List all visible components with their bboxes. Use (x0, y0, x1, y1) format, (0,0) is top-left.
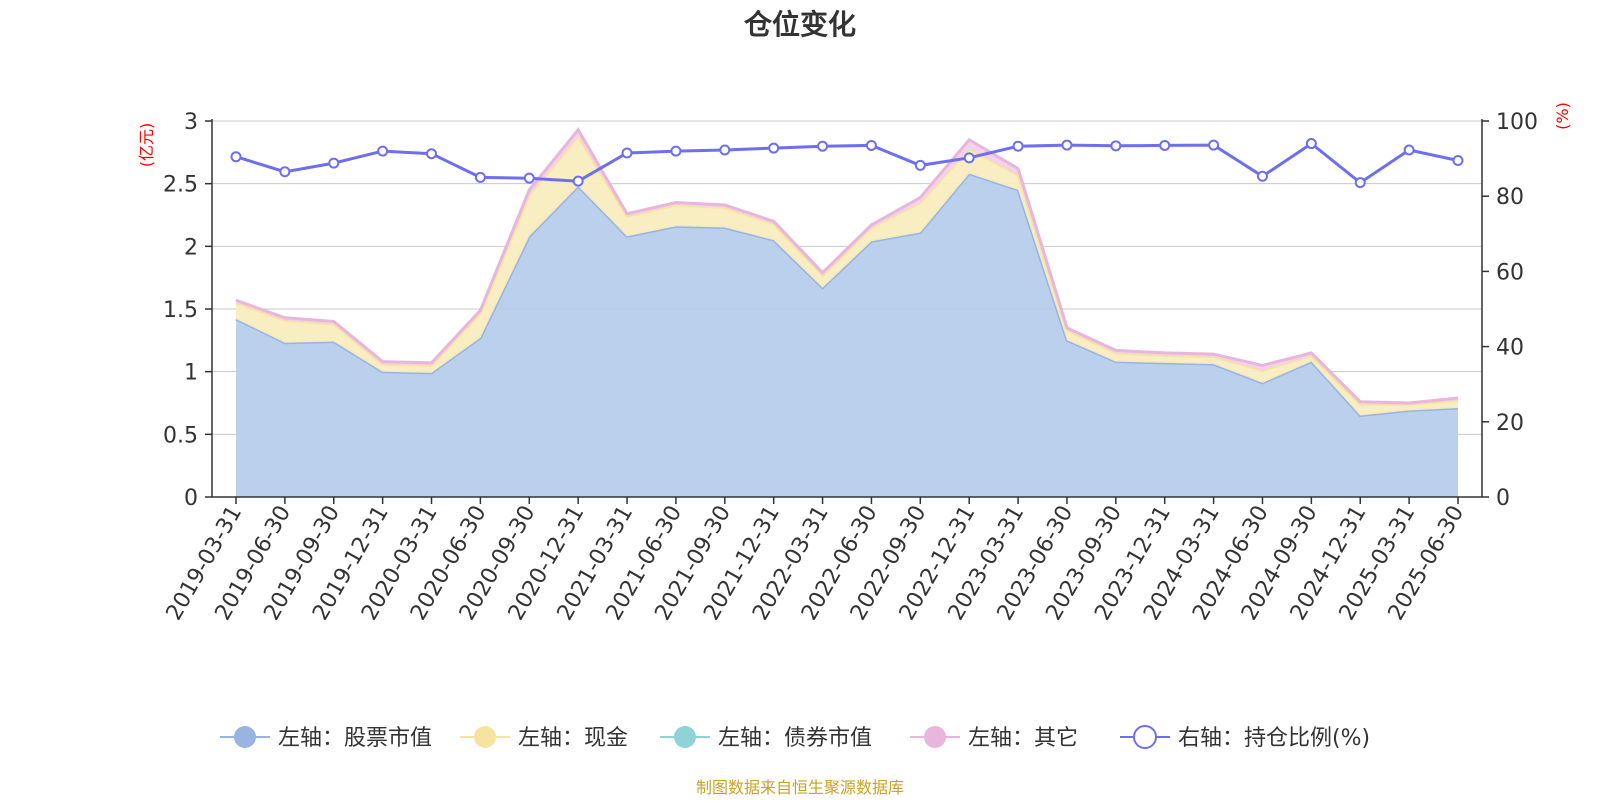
legend: 左轴：股票市值 左轴：现金 左轴：债券市值 左轴：其它 右轴：持仓比例(%) (220, 725, 1370, 751)
ratio-point (572, 175, 584, 187)
legend-marker-icon (474, 726, 496, 748)
ratio-point (1305, 138, 1317, 150)
ratio-point (523, 172, 535, 184)
left-tick-label: 2 (184, 235, 198, 260)
right-axis-unit: (%) (1553, 102, 1572, 130)
legend-item: 左轴：其它 (910, 726, 1078, 751)
legend-item: 左轴：现金 (460, 726, 628, 751)
ratio-point (865, 139, 877, 151)
area-左轴：现金 (236, 136, 1458, 416)
right-tick-label: 40 (1496, 336, 1524, 361)
left-axis-unit: (亿元) (137, 123, 156, 168)
legend-item: 左轴：股票市值 (220, 726, 432, 751)
ratio-point (621, 147, 633, 159)
right-tick-label: 100 (1496, 110, 1538, 135)
ratio-point (426, 148, 438, 160)
left-tick-label: 1.5 (163, 298, 198, 323)
ratio-point (377, 145, 389, 157)
ratio-point (1452, 154, 1464, 166)
legend-label: 左轴：现金 (518, 726, 628, 751)
ratio-point (1012, 140, 1024, 152)
ratio-point (279, 166, 291, 178)
ratio-point (1061, 139, 1073, 151)
left-tick-label: 2.5 (163, 173, 198, 198)
right-tick-label: 80 (1496, 185, 1524, 210)
ratio-point (328, 157, 340, 169)
area-edge-左轴：其它 (235, 127, 1459, 405)
ratio-point (719, 144, 731, 156)
ratio-point (768, 142, 780, 154)
right-tick-label: 60 (1496, 260, 1524, 285)
legend-label: 右轴：持仓比例(%) (1178, 726, 1370, 751)
right-tick-label: 20 (1496, 411, 1524, 436)
source-note: 制图数据来自恒生聚源数据库 (696, 778, 904, 797)
ratio-point (230, 151, 242, 163)
right-tick-label: 0 (1496, 486, 1510, 511)
ratio-point (963, 152, 975, 164)
area-左轴：股票市值 (236, 173, 1458, 497)
ratio-point (670, 145, 682, 157)
left-tick-label: 0 (184, 486, 198, 511)
ratio-line (230, 138, 1464, 189)
ratio-line-path (235, 141, 1459, 185)
ratio-point (1354, 177, 1366, 189)
legend-label: 左轴：股票市值 (278, 726, 432, 751)
ratio-point (1403, 144, 1415, 156)
ratio-point (914, 159, 926, 171)
left-tick-label: 1 (184, 361, 198, 386)
legend-item: 右轴：持仓比例(%) (1120, 725, 1370, 751)
legend-marker-icon (1133, 725, 1157, 749)
legend-marker-icon (234, 726, 256, 748)
ratio-point (817, 140, 829, 152)
left-tick-label: 0.5 (163, 423, 198, 448)
ratio-point (1110, 140, 1122, 152)
legend-item: 左轴：债券市值 (660, 726, 872, 751)
stacked-areas (235, 127, 1459, 497)
chart-title: 仓位变化 (744, 8, 856, 41)
legend-label: 左轴：债券市值 (718, 726, 872, 751)
ratio-point (1256, 170, 1268, 182)
legend-label: 左轴：其它 (968, 726, 1078, 751)
ratio-point (1208, 139, 1220, 151)
legend-marker-icon (924, 726, 946, 748)
ratio-point (1159, 139, 1171, 151)
legend-marker-icon (674, 726, 696, 748)
left-tick-label: 3 (184, 110, 198, 135)
ratio-point (474, 171, 486, 183)
